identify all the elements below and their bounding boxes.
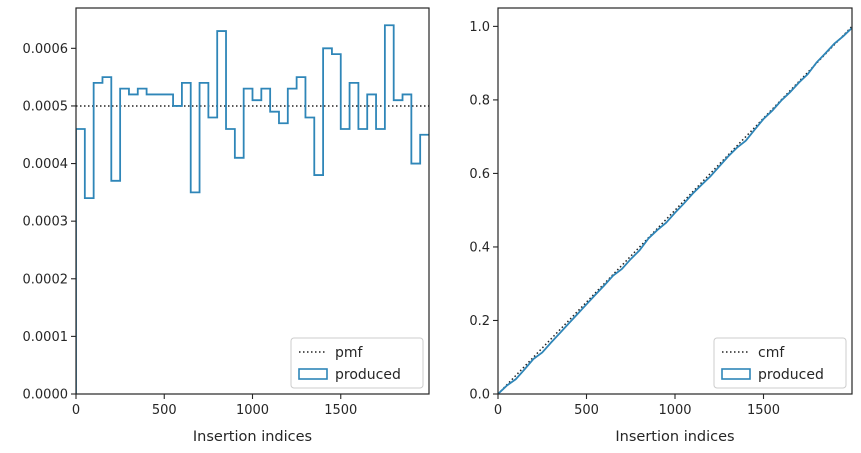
y-tick-label: 0.0003 (23, 215, 69, 230)
x-tick-label: 1500 (747, 403, 780, 418)
y-tick-label: 0.0000 (23, 388, 69, 403)
y-tick-label: 0.0 (469, 388, 490, 403)
x-tick-label: 0 (72, 403, 80, 418)
legend-label: produced (758, 367, 824, 383)
pmf-produced-series (76, 24, 429, 394)
x-tick-label: 500 (152, 403, 177, 418)
legend-label: pmf (335, 345, 364, 361)
y-tick-label: 0.0001 (23, 330, 69, 345)
x-tick-label: 0 (494, 403, 502, 418)
y-tick-label: 0.0002 (23, 272, 69, 287)
y-tick-label: 0.0006 (23, 42, 69, 57)
pmf-axes-frame (75, 7, 430, 395)
y-tick-label: 0.4 (469, 240, 490, 255)
x-axis-label: Insertion indices (193, 429, 312, 445)
y-tick-label: 0.0004 (23, 157, 69, 172)
legend-box-swatch (298, 368, 328, 380)
x-tick-label: 1500 (324, 403, 357, 418)
x-tick-label: 500 (574, 403, 599, 418)
cmf-legend: cmf produced (713, 337, 847, 389)
y-tick-label: 0.0005 (23, 99, 69, 114)
y-tick-label: 0.6 (469, 167, 490, 182)
x-axis-label: Insertion indices (615, 429, 734, 445)
x-tick-label: 1000 (658, 403, 691, 418)
cmf-reference-line (498, 25, 852, 394)
cmf-axes-frame (497, 7, 853, 395)
y-tick-label: 0.8 (469, 93, 490, 108)
x-tick-label: 1000 (236, 403, 269, 418)
cmf-produced-series (498, 27, 852, 394)
legend-box (713, 337, 847, 389)
legend-box (290, 337, 424, 389)
legend-label: cmf (758, 345, 785, 361)
pmf-panel: 0 500 1000 1500 0.0000 0.0001 0.0002 0.0003 0.00… (23, 7, 430, 445)
y-tick-label: 0.2 (469, 314, 490, 329)
legend-label: produced (335, 367, 401, 383)
legend-box-swatch (721, 368, 751, 380)
y-tick-label: 1.0 (469, 20, 490, 35)
cmf-panel: 0 500 1000 1500 0.0 0.2 0.4 0.6 0.8 1.0 Insertion … (469, 7, 853, 445)
pmf-legend: pmf produced (290, 337, 424, 389)
